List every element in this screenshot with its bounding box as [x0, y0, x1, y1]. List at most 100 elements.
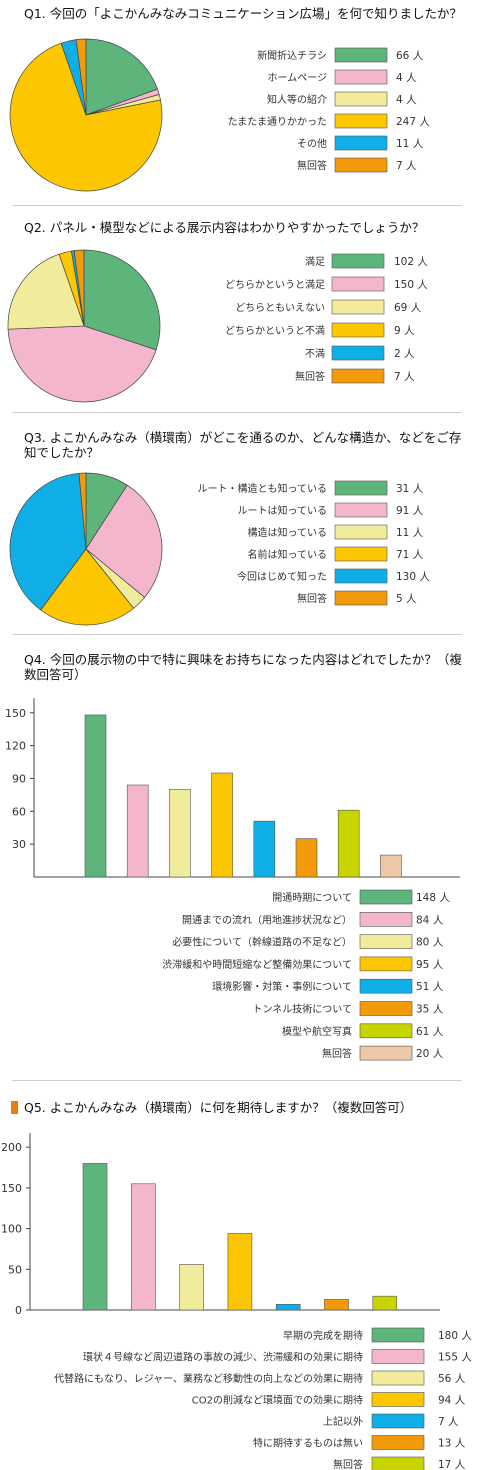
q5-legend-value-2: 56 人	[438, 1373, 466, 1385]
q2-legend-label-2: どちらともいえない	[235, 302, 325, 314]
q5-y-tick-label-2: 100	[1, 1223, 22, 1236]
q4-legend-value-1: 84 人	[416, 914, 444, 926]
q2-legend-swatch-0	[331, 253, 385, 269]
q1-legend-swatch-5	[334, 157, 388, 173]
q1-legend-value-4: 11 人	[396, 138, 424, 150]
q3-legend-swatch-1	[334, 502, 388, 518]
q5-bar-2	[179, 1264, 204, 1311]
q5-bar-0	[82, 1163, 108, 1311]
q1-pie-slice-0	[85, 38, 158, 116]
q4-legend-label-6: 模型や航空写真	[282, 1025, 352, 1038]
q5-y-tick-label-4: 200	[1, 1141, 22, 1154]
q4-legend-label-0: 開通時期について	[272, 892, 352, 904]
q2-legend-value-5: 7 人	[394, 371, 415, 383]
q5-bar-4	[275, 1304, 301, 1311]
q2-legend-swatch-5	[331, 368, 385, 384]
q2-legend-swatch-3	[331, 322, 385, 338]
q4-legend-swatch-1	[359, 912, 413, 927]
q5-legend-value-3: 94 人	[438, 1395, 466, 1407]
q5-legend-swatch-2	[371, 1370, 425, 1386]
q1-legend-swatch-2	[334, 91, 388, 107]
divider-4	[12, 1080, 462, 1081]
q3-legend-swatch-2	[334, 524, 388, 540]
q1-legend-label-1: ホームページ	[268, 72, 328, 84]
q4-y-tick-label-0: 30	[12, 838, 26, 851]
q4-legend-value-2: 80 人	[416, 937, 444, 949]
q5-legend-label-3: CO2の削減など環境面での効果に期待	[192, 1394, 363, 1407]
q4-legend-swatch-5	[359, 1001, 413, 1016]
q4-legend-label-2: 必要性について（幹線道路の不足など）	[172, 936, 352, 949]
q2-legend-value-2: 69 人	[394, 302, 422, 314]
q3-legend-value-2: 11 人	[396, 527, 424, 539]
q1-legend-swatch-1	[334, 69, 388, 85]
q1-legend-label-0: 新聞折込チラシ	[257, 49, 327, 62]
q4-bar-0	[84, 714, 107, 878]
q5-legend-label-5: 特に期待するものは無い	[253, 1437, 363, 1450]
q3-section: Q3. よこかんみなみ（横環南）がどこを通るのか、どんな構造か、などをご存知でし…	[0, 420, 479, 635]
q3-pie-slice-4	[9, 472, 87, 611]
q5-legend-swatch-1	[371, 1349, 425, 1364]
q3-legend-label-0: ルート・構造とも知っている	[198, 482, 328, 495]
q5-legend-label-4: 上記以外	[323, 1415, 363, 1428]
q1-legend-label-5: 無回答	[297, 159, 327, 172]
q1-legend-label-3: たまたま通りかかった	[228, 116, 327, 128]
q1-legend-label-2: 知人等の紹介	[267, 93, 327, 106]
q2-legend-label-5: 無回答	[295, 370, 325, 383]
q4-legend-label-5: トンネル技術について	[253, 1003, 353, 1016]
q4-legend-label-3: 渋滞緩和や時間短縮など整備効果について	[162, 958, 352, 971]
q5-legend-label-0: 早期の完成を期待	[283, 1329, 363, 1342]
q5-legend-swatch-0	[371, 1327, 425, 1343]
q4-bar-5	[295, 838, 318, 878]
q3-legend-swatch-4	[334, 568, 388, 584]
q5-bar-3	[227, 1233, 253, 1311]
q3-legend-label-3: 名前は知っている	[248, 548, 328, 561]
q4-legend-swatch-0	[359, 889, 413, 905]
q1-legend-swatch-4	[334, 135, 388, 151]
q1-legend-value-1: 4 人	[396, 72, 417, 84]
q2-legend-value-1: 150 人	[394, 279, 428, 291]
q3-title: Q3. よこかんみなみ（横環南）がどこを通るのか、どんな構造か、などをご存知でし…	[24, 430, 462, 460]
q2-pie-slice-0	[83, 249, 161, 351]
q5-legend-label-6: 無回答	[333, 1458, 363, 1470]
q5-title: Q5. よこかんみなみ（横環南）に何を期待しますか？（複数回答可）	[24, 1100, 413, 1115]
q1-title: Q1. 今回の「よこかんみなみコミュニケーション広場」を何で知りましたか？	[24, 6, 462, 21]
q4-legend-value-0: 148 人	[416, 892, 450, 904]
q4-legend-value-6: 61 人	[416, 1026, 444, 1038]
q3-legend-swatch-3	[334, 546, 388, 562]
q5-bar-1	[131, 1183, 156, 1311]
q4-legend-label-7: 無回答	[322, 1047, 352, 1060]
q4-y-tick-label-4: 150	[5, 707, 26, 720]
q1-legend-swatch-3	[334, 113, 388, 129]
q5-bar-6	[372, 1295, 398, 1311]
q5-chart: 0 50 100 150 200 早期の完成を期待 180 人環状４号線など周辺道路の事故の…	[1, 1133, 472, 1470]
q2-legend-swatch-2	[331, 299, 385, 315]
q5-legend-swatch-6	[371, 1456, 425, 1470]
q2-section: Q2. パネル・模型などによる展示内容はわかりやすかったでしょうか？ 満足 102…	[0, 214, 479, 414]
q5-y-tick-label-0: 0	[15, 1304, 22, 1317]
q1-legend-value-5: 7 人	[396, 160, 417, 172]
divider-3	[12, 634, 462, 635]
q2-pie-slice-5	[73, 249, 85, 327]
q4-legend-value-7: 20 人	[416, 1048, 444, 1060]
q1-legend-value-3: 247 人	[396, 116, 430, 128]
q3-legend-label-4: 今回はじめて知った	[237, 570, 327, 583]
q5-legend-swatch-3	[371, 1392, 425, 1407]
q5-y-tick-label-3: 150	[1, 1182, 22, 1195]
q1-pie-slice-3	[9, 42, 163, 192]
q5-legend-value-0: 180 人	[438, 1330, 472, 1342]
q2-legend-swatch-4	[331, 345, 385, 361]
q5-legend-swatch-5	[371, 1435, 425, 1450]
q4-title: Q4. 今回の展示物の中で特に興味をお持ちになった内容はどれでしたか？（複数回答…	[24, 652, 462, 682]
q3-legend-value-3: 71 人	[396, 549, 424, 561]
q5-legend-value-5: 13 人	[438, 1438, 466, 1450]
q3-legend-value-4: 130 人	[396, 571, 430, 583]
q5-legend-value-4: 7 人	[438, 1416, 459, 1428]
q5-y-tick-label-1: 50	[8, 1263, 22, 1276]
q2-legend-value-4: 2 人	[394, 348, 415, 360]
q5-section: Q5. よこかんみなみ（横環南）に何を期待しますか？（複数回答可） 0 50 100…	[0, 1090, 479, 1470]
q4-legend-swatch-7	[359, 1045, 413, 1061]
q1-legend-value-0: 66 人	[396, 50, 424, 62]
q4-y-tick-label-1: 60	[12, 805, 26, 818]
q4-bar-2	[169, 789, 191, 878]
